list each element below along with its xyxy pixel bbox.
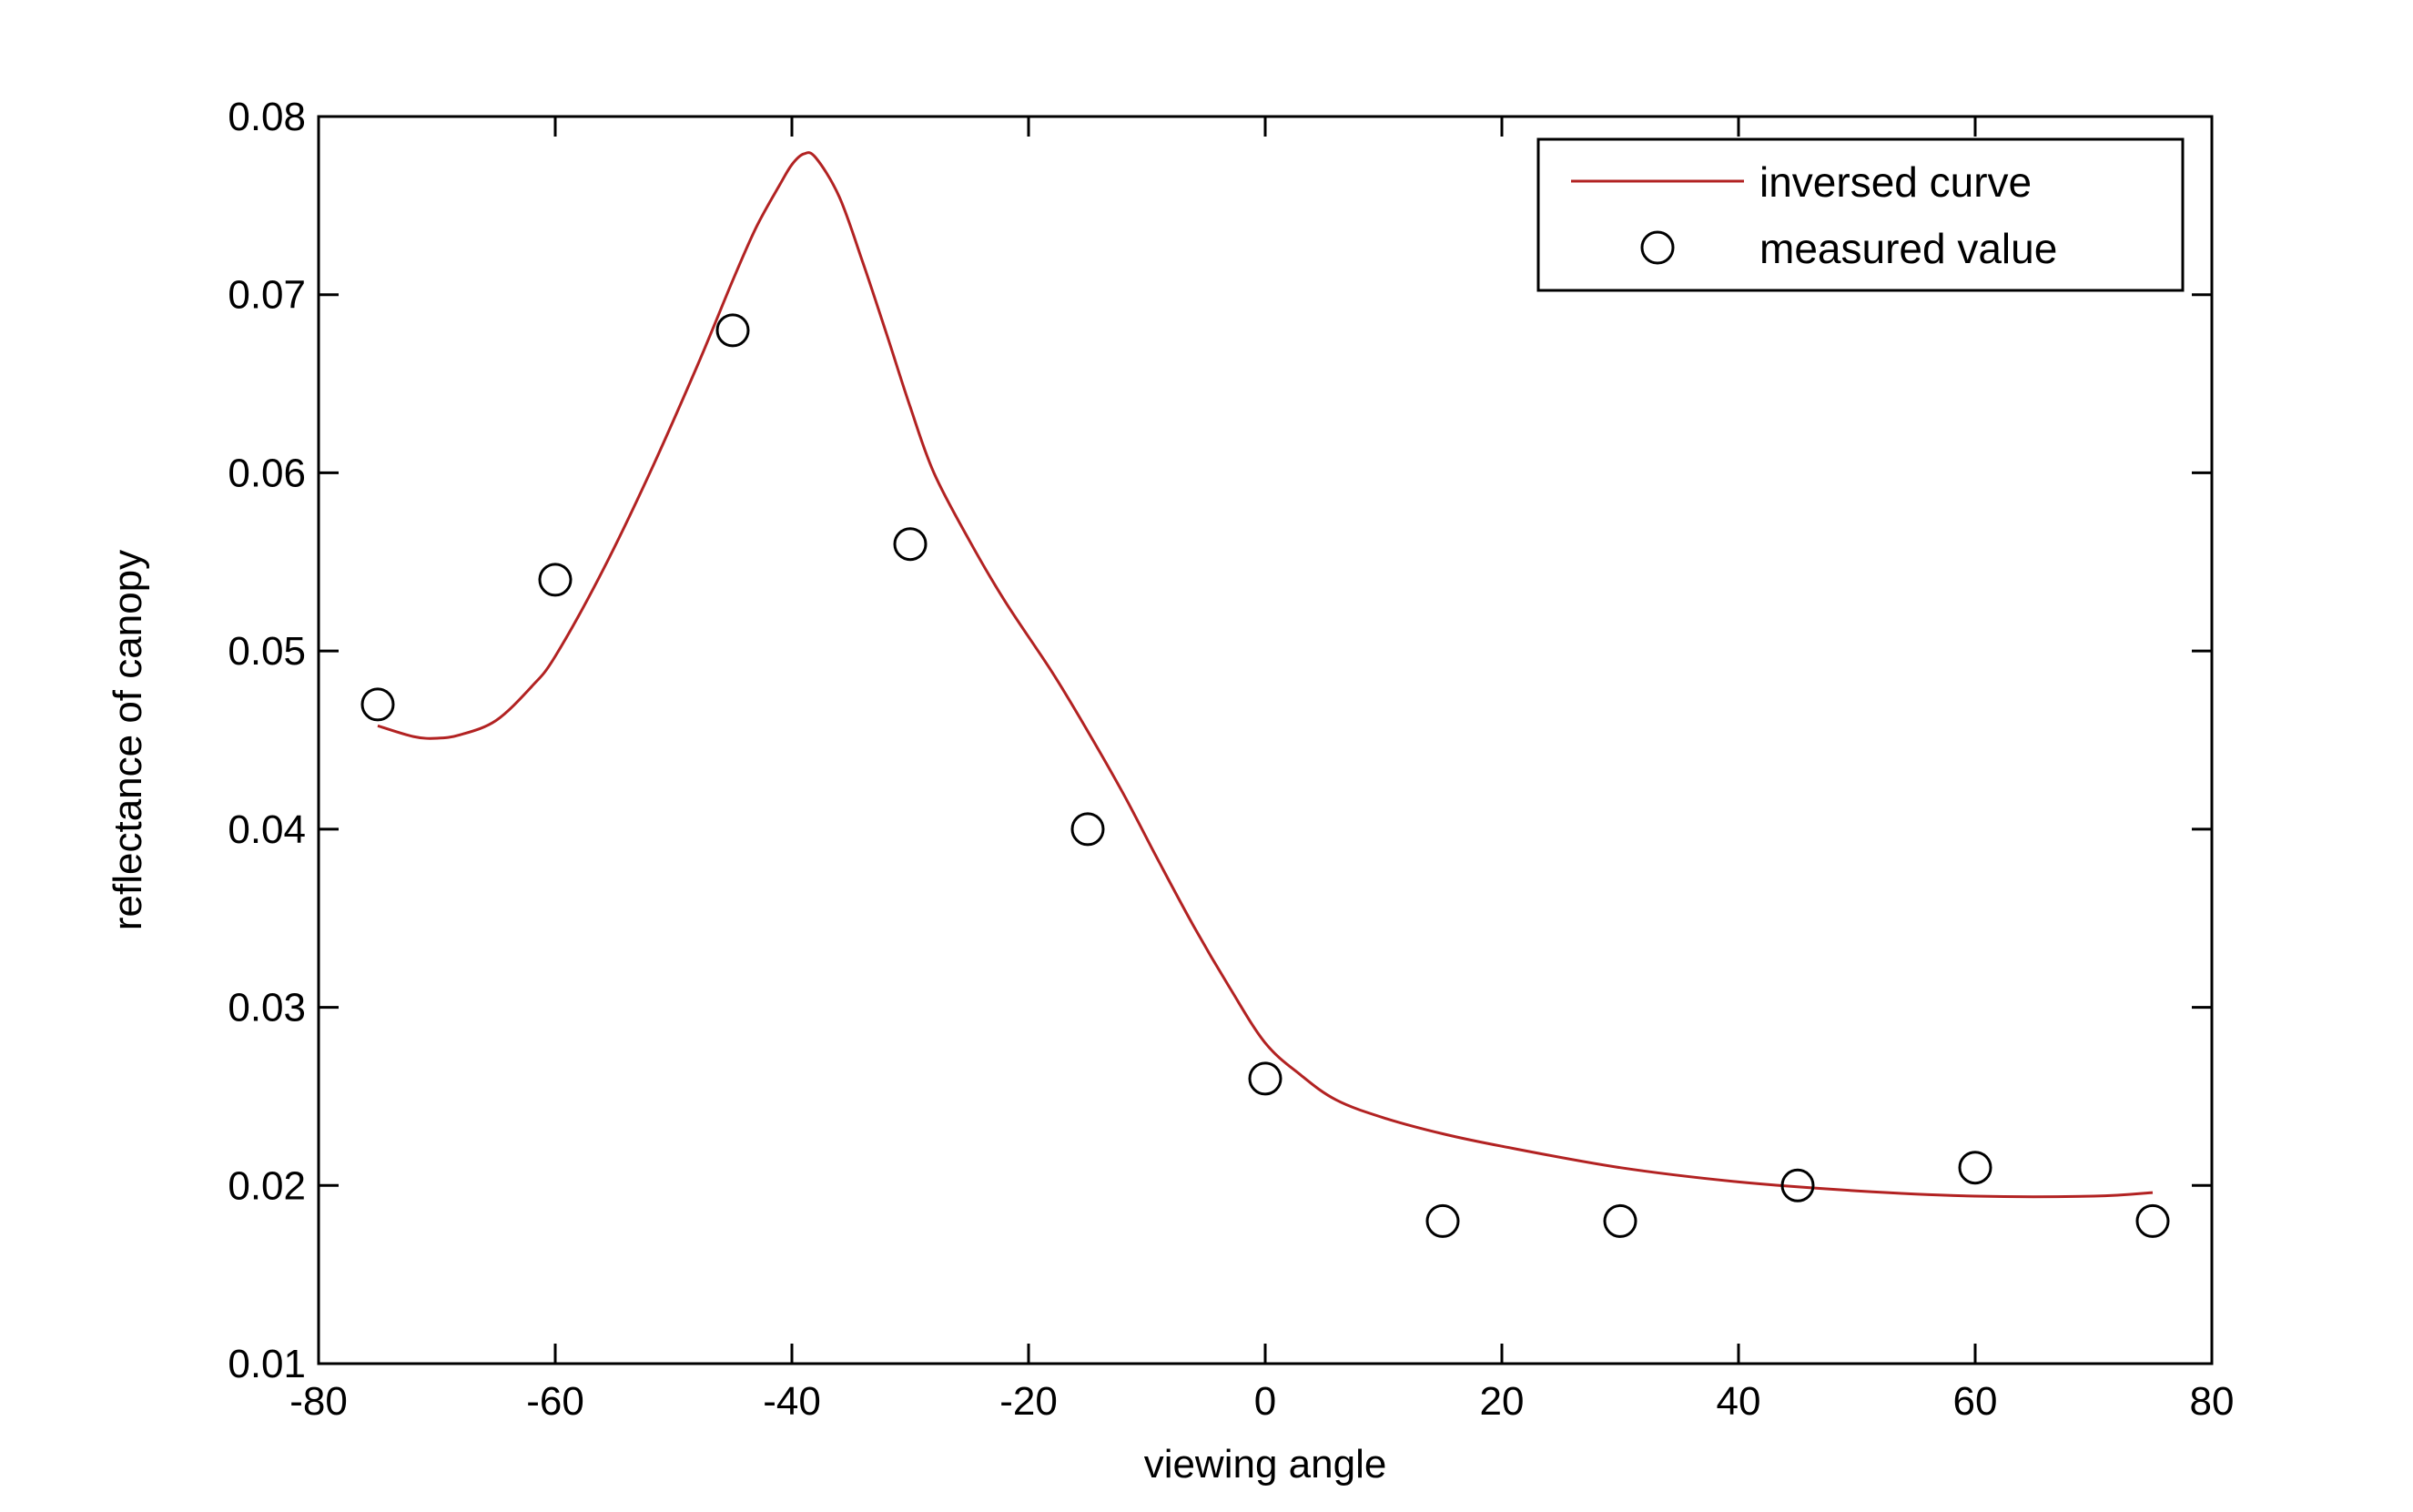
- legend: inversed curve measured value: [1536, 137, 2185, 292]
- x-tick-label: 40: [1717, 1379, 1761, 1424]
- x-tick-label: 0: [1254, 1379, 1276, 1424]
- y-axis-label: reflectance of canopy: [106, 550, 150, 930]
- x-tick-label: -20: [999, 1379, 1058, 1424]
- measured-value-point: [1248, 1061, 1283, 1096]
- x-tick-label: -60: [526, 1379, 584, 1424]
- measured-value-point: [538, 563, 573, 597]
- series-line-inversed-curve: [377, 151, 2154, 1199]
- legend-label-measured-value: measured value: [1759, 225, 2057, 272]
- legend-box: [1536, 137, 2185, 292]
- x-tick-label: -40: [763, 1379, 821, 1424]
- series-layer: [360, 151, 2170, 1238]
- x-axis-label: viewing angle: [1144, 1442, 1387, 1487]
- x-tick-label: -80: [289, 1379, 348, 1424]
- plot-frame: [317, 115, 2214, 1365]
- measured-value-point: [1780, 1168, 1815, 1202]
- y-tick-label: 0.02: [228, 1163, 306, 1208]
- y-tick-label: 0.04: [228, 807, 306, 852]
- y-tick-label: 0.03: [228, 986, 306, 1030]
- y-tick-label: 0.07: [228, 273, 306, 318]
- measured-value-point: [360, 687, 395, 722]
- x-tick-label: 20: [1480, 1379, 1525, 1424]
- measured-value-point: [1958, 1151, 1992, 1185]
- plot-area: [319, 117, 2212, 1364]
- y-tick-label: 0.06: [228, 451, 306, 495]
- x-tick-label: 60: [1953, 1379, 1998, 1424]
- measured-value-point: [893, 527, 928, 562]
- measured-value-point: [1425, 1203, 1460, 1238]
- y-tick-labels: 0.01 0.02 0.03 0.04 0.05 0.06 0.07 0.08: [228, 95, 306, 1386]
- legend-label-inversed-curve: inversed curve: [1759, 158, 2032, 206]
- measured-value-point: [1070, 812, 1105, 847]
- measured-value-point: [1603, 1203, 1637, 1238]
- x-tick-labels: -80 -60 -40 -20 0 20 40 60 80: [289, 1379, 2234, 1424]
- legend-marker-swatch: [1640, 230, 1675, 265]
- measured-value-point: [2135, 1203, 2170, 1238]
- y-tick-label: 0.05: [228, 629, 306, 674]
- measured-value-point: [715, 313, 750, 348]
- y-tick-label: 0.01: [228, 1342, 306, 1386]
- x-tick-label: 80: [2190, 1379, 2235, 1424]
- y-tick-label: 0.08: [228, 95, 306, 139]
